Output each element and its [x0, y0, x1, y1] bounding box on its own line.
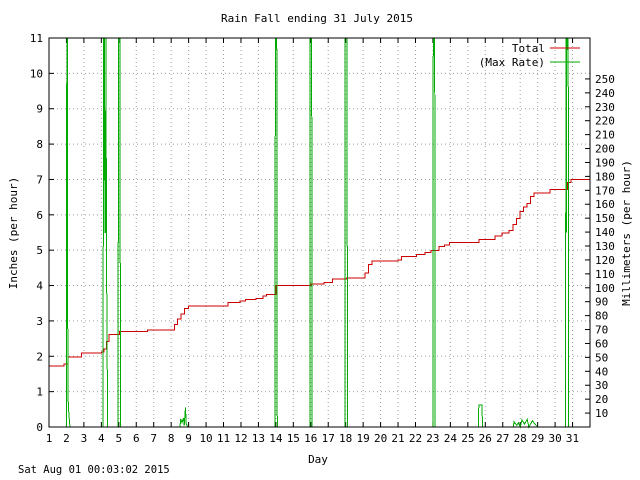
x-tick-label: 21 [391, 432, 404, 445]
x-tick-label: 16 [304, 432, 317, 445]
y2-tick-label: 100 [595, 282, 615, 295]
y2-tick-label: 10 [595, 407, 608, 420]
y2-tick-label: 70 [595, 324, 608, 337]
x-tick-label: 5 [115, 432, 122, 445]
x-tick-label: 28 [514, 432, 527, 445]
x-tick-label: 14 [269, 432, 283, 445]
y-tick-label: 5 [36, 244, 43, 257]
x-tick-label: 11 [217, 432, 230, 445]
y-tick-label: 8 [36, 138, 43, 151]
y2-tick-label: 200 [595, 143, 615, 156]
x-tick-label: 9 [185, 432, 192, 445]
legend: Total (Max Rate) [479, 42, 580, 69]
series-line-total [49, 178, 590, 367]
y-tick-label: 6 [36, 209, 43, 222]
y-axis-label: Inches (per hour) [7, 177, 20, 290]
x-tick-label: 20 [374, 432, 387, 445]
y2-tick-label: 240 [595, 87, 615, 100]
plot-border [48, 37, 591, 428]
y2-tick-label: 160 [595, 198, 615, 211]
x-tick-label: 27 [496, 432, 509, 445]
y2-tick-label: 140 [595, 226, 615, 239]
y2-tick-label: 130 [595, 240, 615, 253]
y-tick-label: 9 [36, 103, 43, 116]
x-tick-label: 3 [81, 432, 88, 445]
x-tick-label: 30 [548, 432, 561, 445]
y-tick-label: 0 [36, 421, 43, 434]
y2-tick-label: 170 [595, 184, 615, 197]
chart-title: Rain Fall ending 31 July 2015 [221, 12, 413, 25]
y2-tick-label: 220 [595, 115, 615, 128]
y2-tick-label: 210 [595, 129, 615, 142]
x-tick-label: 29 [531, 432, 544, 445]
x-tick-label: 26 [479, 432, 492, 445]
series-lines [49, 37, 590, 429]
legend-label-total: Total [512, 42, 545, 55]
y2-tick-label: 150 [595, 212, 615, 225]
x-tick-label: 13 [252, 432, 265, 445]
y-tick-label: 1 [36, 386, 43, 399]
y2-tick-label: 120 [595, 254, 615, 267]
y2-tick-label: 250 [595, 73, 615, 86]
y2-tick-label: 180 [595, 170, 615, 183]
x-axis-label: Day [308, 453, 328, 466]
x-tick-label: 8 [168, 432, 175, 445]
y-tick-label: 11 [30, 32, 43, 45]
y-tick-label: 2 [36, 350, 43, 363]
x-tick-label: 12 [234, 432, 247, 445]
timestamp-footer: Sat Aug 01 00:03:02 2015 [18, 464, 170, 476]
legend-label-max-rate: (Max Rate) [479, 56, 545, 69]
grid [49, 38, 590, 427]
x-tick-label: 10 [199, 432, 212, 445]
x-tick-label: 22 [409, 432, 422, 445]
x-tick-label: 17 [322, 432, 335, 445]
x-tick-label: 2 [63, 432, 70, 445]
y2-tick-label: 30 [595, 379, 608, 392]
x-tick-label: 7 [150, 432, 157, 445]
y2-tick-label: 90 [595, 296, 608, 309]
y-tick-label: 4 [36, 280, 43, 293]
x-tick-label: 18 [339, 432, 352, 445]
x-tick-label: 19 [357, 432, 370, 445]
x-tick-label: 23 [426, 432, 439, 445]
y2-tick-label: 110 [595, 268, 615, 281]
y2-tick-label: 40 [595, 365, 608, 378]
y2-tick-label: 60 [595, 337, 608, 350]
y2-tick-label: 20 [595, 393, 608, 406]
y2-tick-label: 80 [595, 310, 608, 323]
y2-tick-label: 50 [595, 351, 608, 364]
y-tick-label: 7 [36, 173, 43, 186]
y-tick-label: 10 [30, 67, 43, 80]
x-tick-label: 31 [566, 432, 579, 445]
x-tick-label: 24 [444, 432, 458, 445]
x-tick-label: 6 [133, 432, 140, 445]
x-tick-label: 15 [287, 432, 300, 445]
y2-tick-label: 230 [595, 101, 615, 114]
x-tick-label: 25 [461, 432, 474, 445]
x-tick-label: 4 [98, 432, 105, 445]
y2-tick-label: 190 [595, 156, 615, 169]
y-tick-label: 3 [36, 315, 43, 328]
y2-axis-label: Millimeters (per hour) [620, 160, 633, 306]
x-tick-label: 1 [46, 432, 53, 445]
